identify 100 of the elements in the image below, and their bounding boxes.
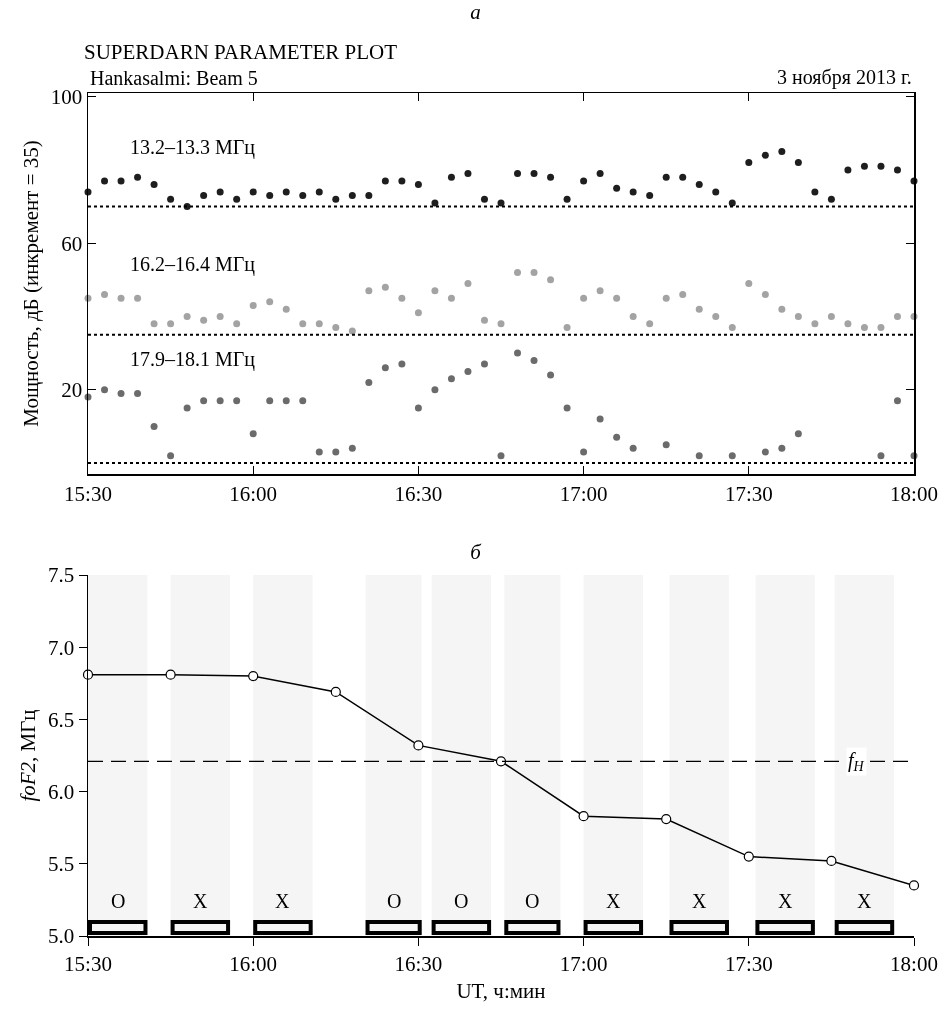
y-tick-label: 7.5 <box>48 563 75 588</box>
point <box>381 283 389 291</box>
point <box>315 188 323 196</box>
point <box>381 364 389 372</box>
point <box>464 170 472 178</box>
point <box>761 448 769 456</box>
point <box>233 320 241 328</box>
point <box>530 356 538 364</box>
point <box>101 290 109 298</box>
x-tick-label: 17:30 <box>724 481 773 506</box>
point <box>150 320 158 328</box>
y-tick-label: 6.5 <box>48 707 75 732</box>
x-tick-label: 15:30 <box>64 951 112 976</box>
point <box>117 294 125 302</box>
point <box>330 686 341 698</box>
point <box>299 192 307 200</box>
point <box>332 448 340 456</box>
point <box>877 323 885 331</box>
point <box>745 159 753 167</box>
x-tick-label: 18:00 <box>890 951 938 976</box>
point <box>495 756 507 767</box>
point <box>167 195 175 203</box>
chart-subtitle: SUPERDARN PARAMETER PLOT <box>84 40 398 64</box>
text: 3 ноября 2013 г. <box>777 66 912 89</box>
point <box>216 312 224 320</box>
point <box>613 433 621 441</box>
point <box>101 177 109 185</box>
point <box>908 880 920 891</box>
point <box>381 177 389 185</box>
x-axis-title: UT, ч:мин <box>456 978 546 1003</box>
point <box>794 430 802 438</box>
point <box>893 312 901 320</box>
point <box>431 386 439 394</box>
point <box>662 294 670 302</box>
point <box>365 287 373 295</box>
point <box>464 280 472 287</box>
point <box>514 269 522 277</box>
y-tick-label: 7.0 <box>48 635 75 660</box>
point <box>826 855 837 867</box>
point <box>728 323 736 331</box>
point <box>728 452 736 460</box>
point <box>613 294 621 302</box>
point <box>662 441 670 449</box>
point <box>497 320 505 328</box>
series-label: 17.9–18.1 МГц <box>130 348 256 371</box>
point <box>860 323 868 331</box>
text: Hankasalmi: Beam 5 <box>90 67 258 89</box>
point <box>761 290 769 298</box>
point <box>712 188 720 196</box>
x-tick-label: 18:00 <box>890 481 938 506</box>
chart-title: а <box>470 0 481 24</box>
band-label: O <box>111 890 126 912</box>
point <box>578 811 589 822</box>
point <box>150 181 158 189</box>
point <box>398 294 406 302</box>
point <box>877 162 885 170</box>
point <box>679 290 687 298</box>
point <box>315 448 323 456</box>
point <box>514 349 522 357</box>
point <box>117 389 125 397</box>
point <box>480 316 488 324</box>
point <box>249 430 257 438</box>
point <box>249 188 257 196</box>
point <box>299 320 307 328</box>
point <box>299 397 307 405</box>
point <box>646 320 654 328</box>
x-tick-label: 16:00 <box>229 481 278 506</box>
point <box>200 192 208 200</box>
point <box>348 327 356 335</box>
point <box>431 287 439 295</box>
x-tick-label: 17:00 <box>559 951 608 976</box>
point <box>282 305 290 313</box>
point <box>646 192 654 200</box>
point <box>893 397 901 405</box>
point <box>827 195 835 203</box>
band-label: O <box>525 890 540 912</box>
point <box>844 320 852 328</box>
point <box>200 316 208 324</box>
point <box>662 173 670 181</box>
point <box>249 301 257 309</box>
point <box>877 452 885 460</box>
y-axis-title: Мощность, дБ (инкремент = 35) <box>19 140 44 427</box>
series-label: 13.2–13.3 МГц <box>130 136 256 159</box>
point <box>464 367 472 375</box>
point <box>348 444 356 452</box>
point <box>743 851 754 862</box>
point <box>248 670 259 682</box>
point <box>778 148 786 156</box>
point <box>629 444 637 452</box>
point <box>365 192 373 200</box>
point <box>315 320 323 328</box>
point <box>547 371 555 379</box>
x-tick-label: 17:30 <box>724 951 773 976</box>
band-label: X <box>606 890 621 912</box>
point <box>794 312 802 320</box>
point <box>447 173 455 181</box>
point <box>860 162 868 170</box>
point <box>348 192 356 200</box>
point <box>414 309 422 317</box>
point <box>695 305 703 313</box>
